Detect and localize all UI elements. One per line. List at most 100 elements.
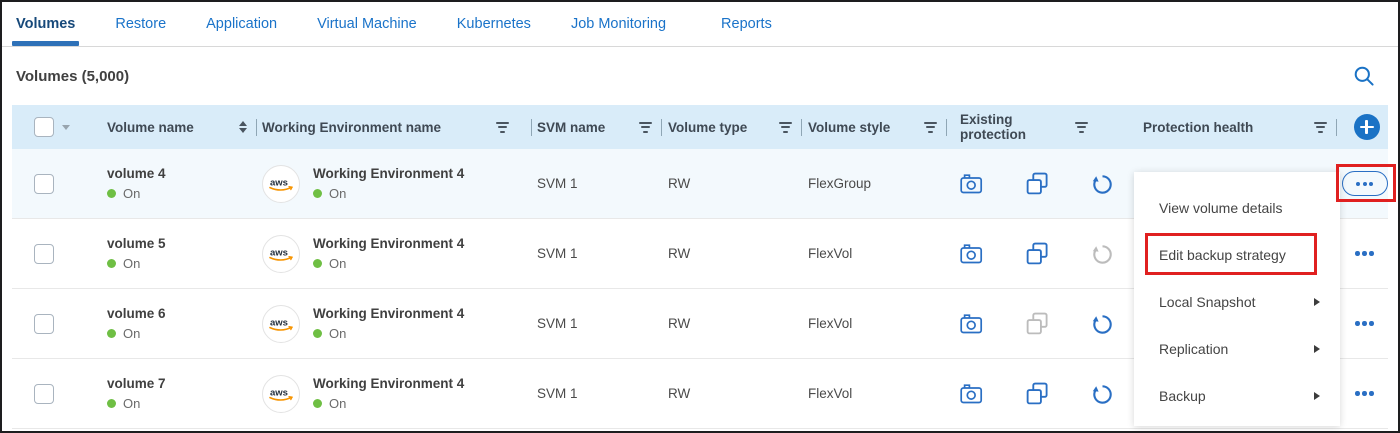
backup-restore-icon[interactable] — [1090, 172, 1114, 196]
working-environment-name: Working Environment 4 — [313, 166, 464, 181]
table-header-row: Volume name Working Environment name SVM… — [12, 105, 1388, 149]
select-dropdown-caret-icon[interactable] — [62, 125, 70, 130]
backup-restore-icon[interactable] — [1090, 312, 1114, 336]
working-environment-name: Working Environment 4 — [313, 306, 464, 321]
svm-name: SVM 1 — [532, 246, 662, 261]
working-environment-name: Working Environment 4 — [313, 236, 464, 251]
add-column-plus-icon[interactable] — [1354, 114, 1380, 140]
tab-reports[interactable]: Reports — [721, 2, 772, 46]
header-select-all — [12, 117, 102, 137]
header-actions — [1337, 114, 1392, 140]
snapshot-camera-icon[interactable] — [960, 242, 984, 266]
working-environment-status: On — [313, 186, 464, 201]
filter-icon[interactable] — [779, 122, 792, 133]
filter-icon[interactable] — [496, 122, 509, 133]
replication-copy-icon[interactable] — [1025, 382, 1049, 406]
column-header-existing-protection[interactable]: Existing protection — [947, 112, 1137, 142]
status-dot-icon — [107, 189, 116, 198]
aws-provider-icon — [262, 165, 300, 203]
working-environment-status: On — [313, 326, 464, 341]
column-divider — [1336, 119, 1337, 136]
snapshot-camera-icon[interactable] — [960, 382, 984, 406]
column-header-volume-name[interactable]: Volume name — [102, 119, 257, 136]
menu-item-view-volume-details[interactable]: View volume details — [1134, 184, 1340, 231]
tab-application[interactable]: Application — [206, 2, 277, 46]
menu-item-replication[interactable]: Replication — [1134, 325, 1340, 372]
working-environment-status: On — [313, 396, 464, 411]
submenu-arrow-icon — [1314, 345, 1320, 353]
volume-name: volume 7 — [107, 376, 166, 391]
filter-icon[interactable] — [1314, 122, 1327, 133]
select-all-checkbox[interactable] — [34, 117, 54, 137]
app-window: Volumes Restore Application Virtual Mach… — [0, 0, 1400, 433]
status-dot-icon — [313, 329, 322, 338]
volume-type: RW — [662, 316, 802, 331]
volume-status: On — [107, 396, 166, 411]
tab-volumes[interactable]: Volumes — [16, 2, 75, 46]
row-checkbox[interactable] — [34, 174, 54, 194]
menu-item-backup[interactable]: Backup — [1134, 372, 1340, 419]
tab-virtual-machine[interactable]: Virtual Machine — [317, 2, 417, 46]
menu-item-local-snapshot[interactable]: Local Snapshot — [1134, 278, 1340, 325]
tab-restore[interactable]: Restore — [115, 2, 166, 46]
volume-type: RW — [662, 386, 802, 401]
volume-name: volume 6 — [107, 306, 166, 321]
svm-name: SVM 1 — [532, 176, 662, 191]
replication-copy-icon[interactable] — [1025, 242, 1049, 266]
volume-style: FlexVol — [802, 316, 947, 331]
replication-copy-icon[interactable] — [1025, 172, 1049, 196]
search-icon[interactable] — [1352, 64, 1376, 88]
filter-icon[interactable] — [924, 122, 937, 133]
status-dot-icon — [107, 329, 116, 338]
menu-item-edit-backup-strategy[interactable]: Edit backup strategy — [1134, 231, 1340, 278]
row-actions-context-menu: View volume details Edit backup strategy… — [1134, 172, 1340, 426]
row-actions-menu-button[interactable] — [1355, 251, 1374, 256]
column-header-protection-health[interactable]: Protection health — [1137, 119, 1337, 136]
tab-job-monitoring[interactable]: Job Monitoring — [571, 2, 666, 46]
snapshot-camera-icon[interactable] — [960, 172, 984, 196]
page-title: Volumes (5,000) — [16, 68, 129, 85]
replication-copy-icon — [1025, 312, 1049, 336]
sort-icon[interactable] — [239, 121, 247, 133]
column-header-volume-type[interactable]: Volume type — [662, 119, 802, 136]
volume-type: RW — [662, 246, 802, 261]
volume-style: FlexVol — [802, 386, 947, 401]
volume-status: On — [107, 256, 166, 271]
status-dot-icon — [107, 259, 116, 268]
title-row: Volumes (5,000) — [2, 47, 1398, 105]
row-actions-menu-button[interactable] — [1355, 321, 1374, 326]
snapshot-camera-icon[interactable] — [960, 312, 984, 336]
backup-restore-icon[interactable] — [1090, 382, 1114, 406]
row-checkbox[interactable] — [34, 314, 54, 334]
aws-provider-icon — [262, 375, 300, 413]
working-environment-name: Working Environment 4 — [313, 376, 464, 391]
column-header-svm-name[interactable]: SVM name — [532, 119, 662, 136]
row-actions-menu-button[interactable] — [1342, 171, 1388, 196]
volume-status: On — [107, 326, 166, 341]
tab-kubernetes[interactable]: Kubernetes — [457, 2, 531, 46]
status-dot-icon — [313, 189, 322, 198]
status-dot-icon — [313, 399, 322, 408]
volume-style: FlexVol — [802, 246, 947, 261]
volume-name: volume 5 — [107, 236, 166, 251]
volume-style: FlexGroup — [802, 176, 947, 191]
svm-name: SVM 1 — [532, 316, 662, 331]
backup-restore-icon — [1090, 242, 1114, 266]
row-checkbox[interactable] — [34, 244, 54, 264]
status-dot-icon — [107, 399, 116, 408]
status-dot-icon — [313, 259, 322, 268]
filter-icon[interactable] — [1075, 122, 1088, 133]
row-checkbox[interactable] — [34, 384, 54, 404]
filter-icon[interactable] — [639, 122, 652, 133]
svm-name: SVM 1 — [532, 386, 662, 401]
column-header-volume-style[interactable]: Volume style — [802, 119, 947, 136]
row-actions-menu-button[interactable] — [1355, 391, 1374, 396]
tab-bar: Volumes Restore Application Virtual Mach… — [2, 2, 1398, 47]
volume-type: RW — [662, 176, 802, 191]
submenu-arrow-icon — [1314, 298, 1320, 306]
volume-status: On — [107, 186, 166, 201]
working-environment-status: On — [313, 256, 464, 271]
aws-provider-icon — [262, 235, 300, 273]
aws-provider-icon — [262, 305, 300, 343]
column-header-working-environment[interactable]: Working Environment name — [257, 119, 532, 136]
